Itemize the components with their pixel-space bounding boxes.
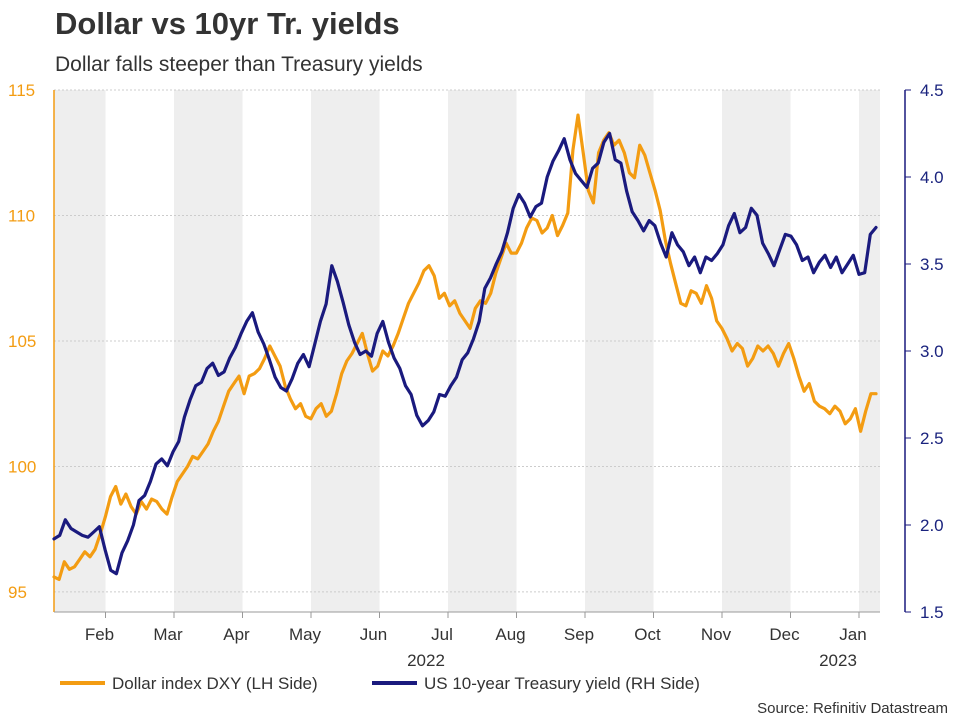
- series-lines: [52, 113, 878, 582]
- x-tick-label: Jun: [360, 625, 387, 644]
- left-tick-label: 110: [8, 206, 35, 225]
- legend: Dollar index DXY (LH Side) US 10-year Tr…: [60, 674, 700, 693]
- x-tick-label: Dec: [769, 625, 800, 644]
- year-label: 2022: [407, 651, 445, 670]
- x-tick-label: May: [289, 625, 322, 644]
- dxy-line: [52, 113, 878, 582]
- month-band: [585, 90, 654, 612]
- x-tick-label: Sep: [564, 625, 594, 644]
- month-bands: [54, 90, 880, 612]
- right-tick-label: 2.0: [920, 516, 944, 535]
- month-band: [448, 90, 517, 612]
- x-tick-label: Oct: [634, 625, 661, 644]
- right-tick-label: 4.5: [920, 81, 944, 100]
- chart-title: Dollar vs 10yr Tr. yields: [55, 6, 400, 41]
- x-tick-label: Nov: [701, 625, 732, 644]
- legend-yield-label: US 10-year Treasury yield (RH Side): [424, 674, 700, 693]
- source-note: Source: Refinitiv Datastream: [757, 700, 948, 717]
- x-tick-label: Jan: [839, 625, 866, 644]
- chart-subtitle: Dollar falls steeper than Treasury yield…: [55, 53, 423, 76]
- month-band: [311, 90, 380, 612]
- month-band: [174, 90, 243, 612]
- x-tick-label: Mar: [153, 625, 183, 644]
- x-tick-label: Apr: [223, 625, 250, 644]
- month-band: [859, 90, 880, 612]
- right-tick-label: 3.0: [920, 342, 944, 361]
- left-tick-label: 115: [8, 81, 35, 100]
- x-tick-labels: Feb Mar Apr May Jun Jul Aug Sep Oct Nov Dec Jan 2022…: [85, 612, 867, 670]
- right-tick-label: 4.0: [920, 168, 944, 187]
- left-tick-label: 95: [8, 583, 27, 602]
- yield-line: [52, 131, 878, 576]
- left-tick-label: 105: [8, 332, 36, 351]
- right-tick-labels: 4.5 4.0 3.5 3.0 2.5 2.0 1.5: [905, 81, 944, 622]
- right-tick-label: 1.5: [920, 603, 944, 622]
- grid-lines: [54, 89, 880, 593]
- left-tick-labels: 115 110 105 100 95: [8, 81, 36, 602]
- x-tick-label: Jul: [431, 625, 453, 644]
- year-label: 2023: [819, 651, 857, 670]
- right-tick-label: 2.5: [920, 429, 944, 448]
- right-tick-label: 3.5: [920, 255, 944, 274]
- legend-dxy-label: Dollar index DXY (LH Side): [112, 674, 318, 693]
- x-tick-label: Feb: [85, 625, 114, 644]
- left-tick-label: 100: [8, 457, 36, 476]
- x-tick-label: Aug: [495, 625, 525, 644]
